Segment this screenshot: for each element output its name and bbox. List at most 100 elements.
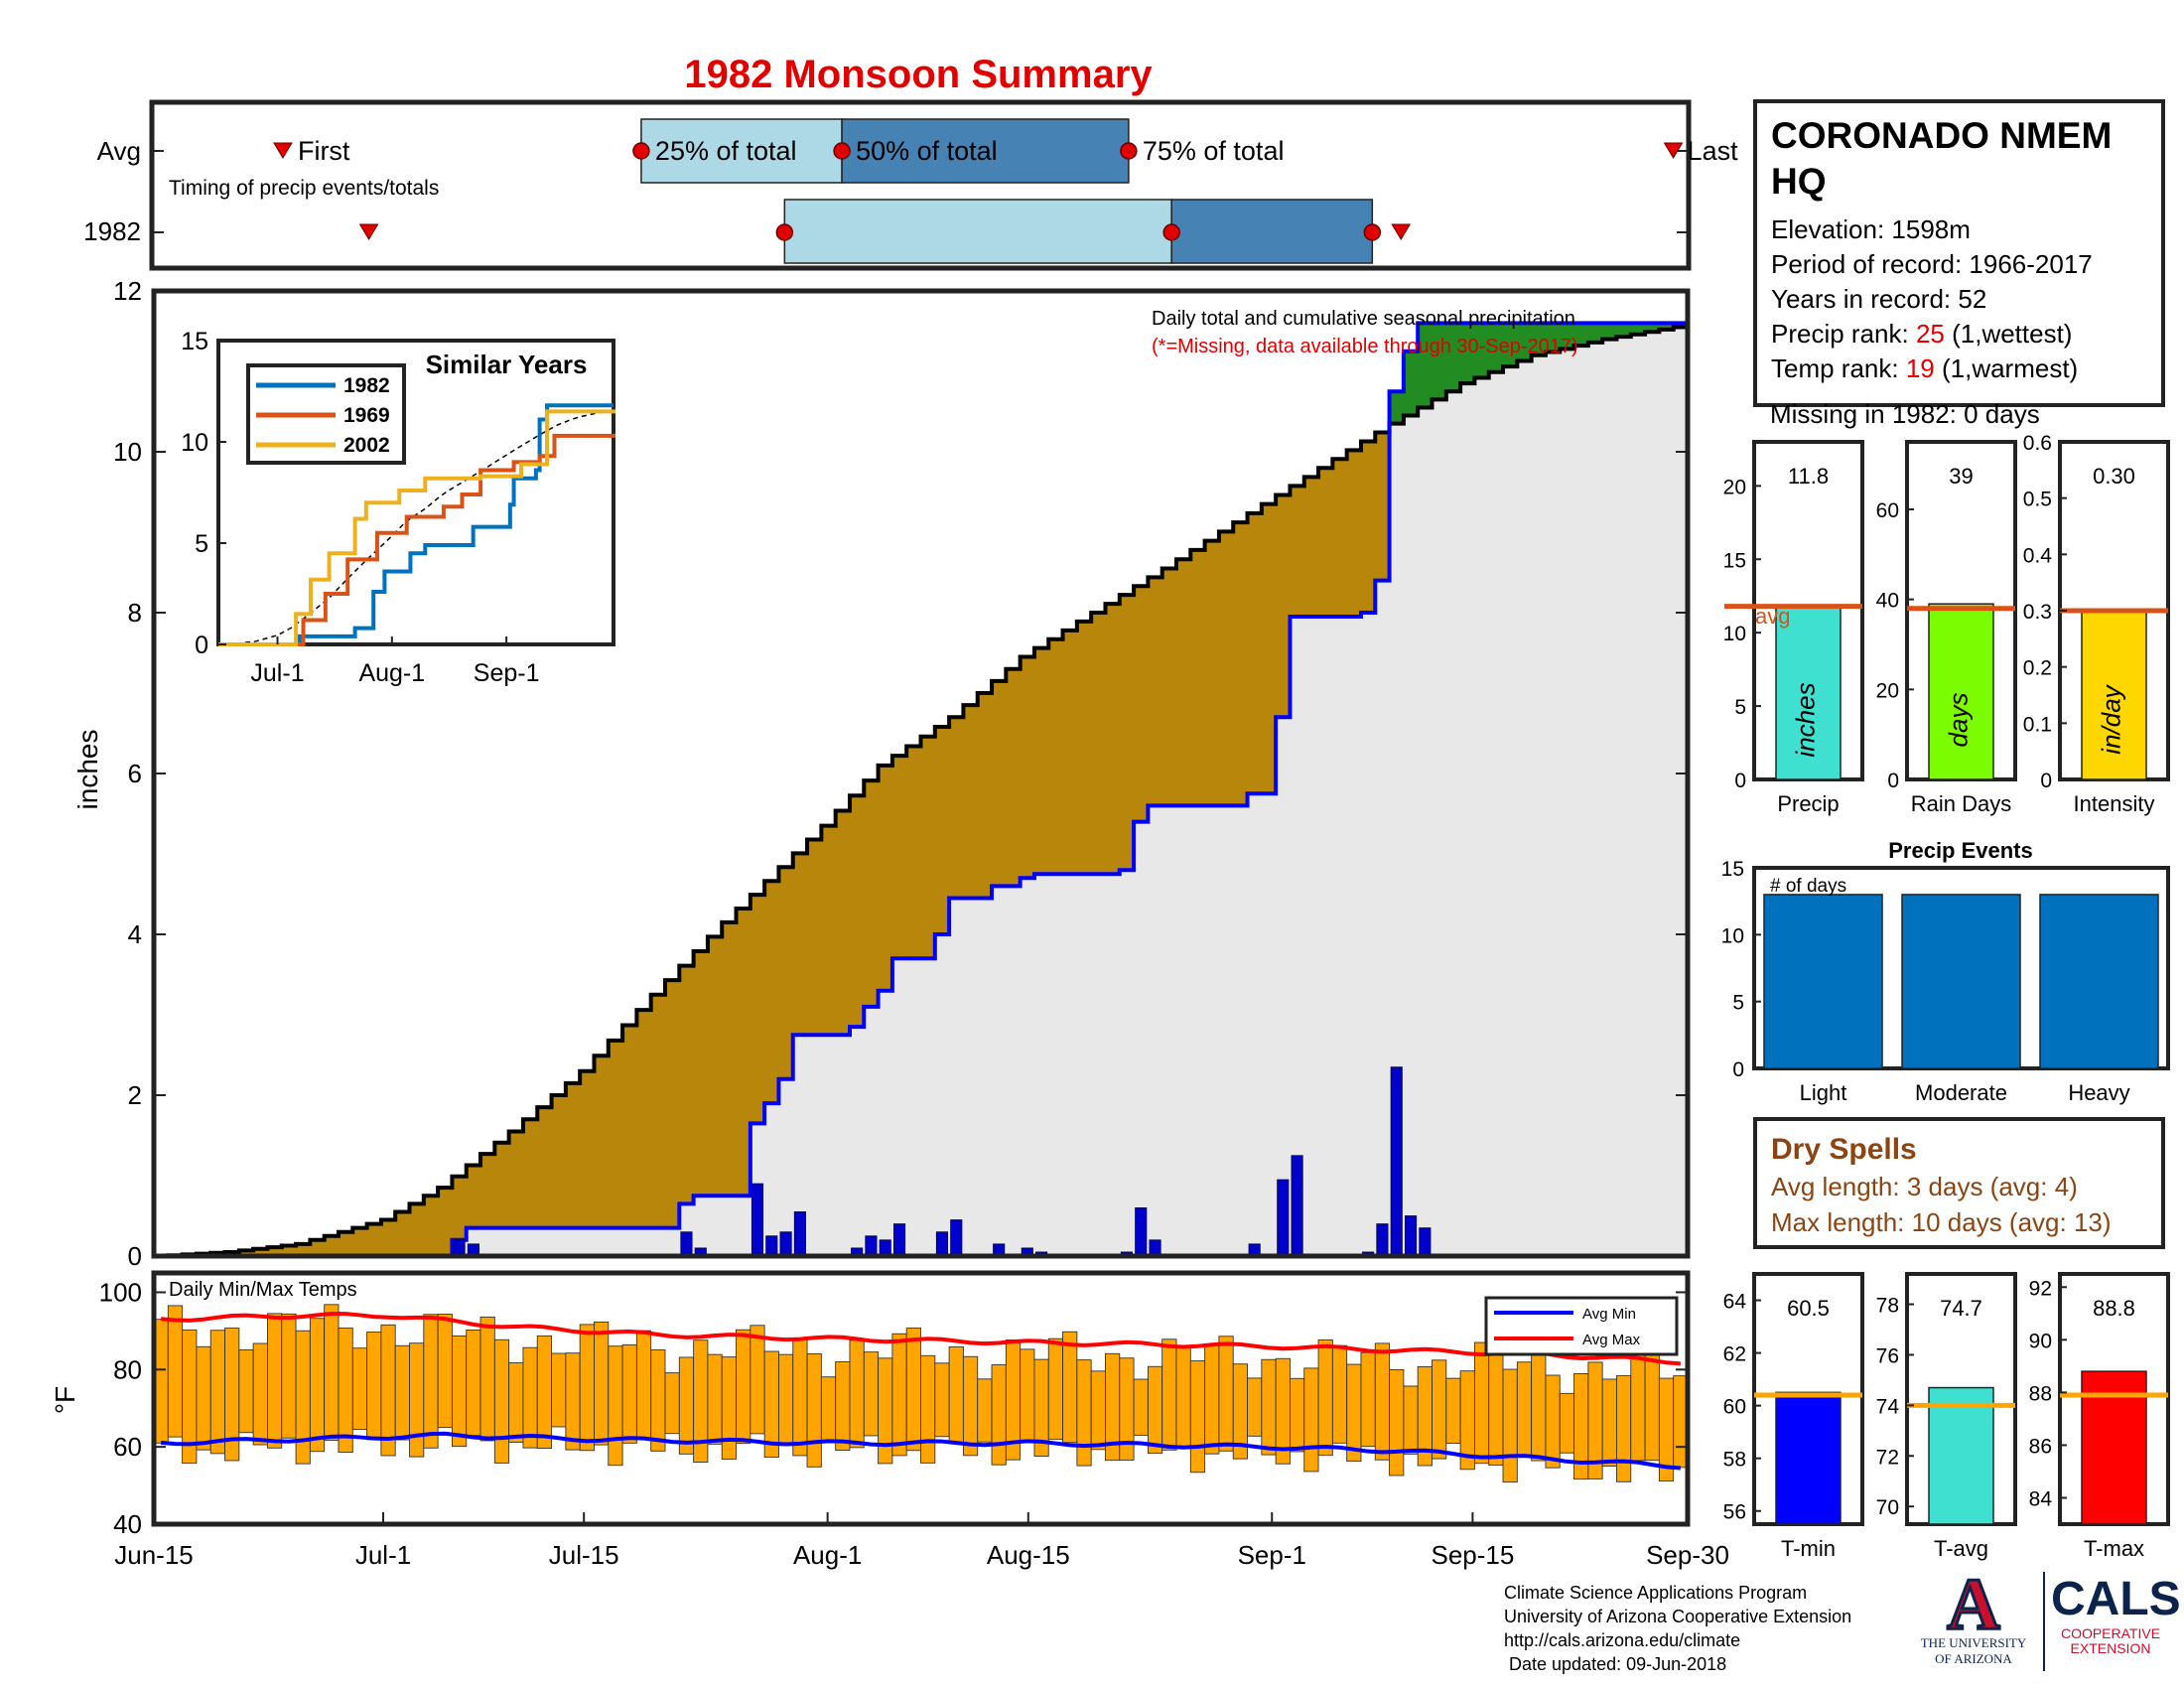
timing-note: Timing of precip events/totals xyxy=(169,177,439,200)
daily-temp-bar xyxy=(1403,1385,1419,1455)
footer: Climate Science Applications Program Uni… xyxy=(1504,1581,1851,1676)
daily-temp-bar xyxy=(479,1316,495,1442)
daily-temp-bar xyxy=(351,1347,368,1431)
dry-spells-max: Max length: 10 days (avg: 13) xyxy=(1771,1207,2112,1237)
temp-1-ytick-label: 74 xyxy=(1876,1395,1900,1418)
deficit-bar xyxy=(622,1025,637,1228)
deficit-bar xyxy=(1091,613,1107,875)
daily-temp-bar xyxy=(650,1348,666,1452)
deficit-bar xyxy=(949,717,965,899)
temp-2-value-label: 88.8 xyxy=(2093,1296,2135,1321)
precip-ytick-label: 0 xyxy=(128,1241,142,1271)
surplus-bar xyxy=(1645,323,1660,333)
deficit-bar xyxy=(522,1119,538,1228)
daily-temp-bar xyxy=(252,1342,268,1446)
summary-2-bar xyxy=(2081,610,2147,780)
deficit-bar xyxy=(1290,486,1305,618)
daily-temp-bar xyxy=(1616,1375,1632,1482)
daily-temp-bar xyxy=(394,1344,410,1441)
precip-ytick-label: 10 xyxy=(113,437,142,467)
deficit-bar xyxy=(253,1248,269,1256)
deficit-bar xyxy=(1204,540,1220,806)
deficit-bar xyxy=(1006,668,1022,887)
avg-p50-marker xyxy=(833,142,851,160)
summary-1-ytick-label: 20 xyxy=(1876,679,1899,702)
station-elevation: Elevation: 1598m xyxy=(1771,214,1971,244)
daily-temp-bar xyxy=(878,1357,893,1465)
deficit-bar xyxy=(494,1142,510,1228)
dry-spells-box: Dry Spells Avg length: 3 days (avg: 4) M… xyxy=(1753,1117,2165,1249)
daily-precip-bar xyxy=(680,1231,693,1257)
temp-rank-note: (1,warmest) xyxy=(1934,353,2079,383)
inset-legend-label: 1982 xyxy=(343,374,390,397)
deficit-bar xyxy=(580,1070,596,1228)
deficit-bar xyxy=(1134,586,1149,822)
surplus-bar xyxy=(1616,323,1632,338)
deficit-bar xyxy=(736,908,751,1196)
deficit-bar xyxy=(338,1231,353,1256)
daily-precip-bar xyxy=(1277,1179,1290,1257)
y1982-late-bar xyxy=(1170,199,1374,264)
temp-0-ytick-label: 60 xyxy=(1723,1396,1746,1419)
daily-temp-bar xyxy=(621,1343,637,1444)
temp-1-ytick-label: 78 xyxy=(1876,1295,1899,1318)
daily-temp-bar xyxy=(594,1321,610,1446)
temps-ylabel: °F xyxy=(50,1386,80,1414)
daily-temp-bar xyxy=(635,1330,652,1440)
deficit-bar xyxy=(238,1250,254,1256)
deficit-bar xyxy=(594,1055,610,1228)
daily-temp-bar xyxy=(608,1345,623,1467)
surplus-bar xyxy=(1389,391,1405,424)
summary-0-ytick-label: 5 xyxy=(1734,696,1746,719)
avg-min-line xyxy=(160,1431,1682,1471)
surplus-bar xyxy=(1560,323,1575,350)
summary-1-ytick-label: 0 xyxy=(1887,770,1899,792)
temp-1-value-label: 74.7 xyxy=(1940,1296,1982,1321)
deficit-bar xyxy=(764,881,780,1104)
deficit-bar xyxy=(267,1247,283,1256)
deficit-bar xyxy=(1318,468,1333,618)
precip-events-title: Precip Events xyxy=(1888,838,2033,863)
daily-temp-bar xyxy=(1317,1338,1333,1457)
temp-0-category-label: T-min xyxy=(1781,1536,1836,1561)
daily-temp-bar xyxy=(820,1376,837,1442)
daily-temp-bar xyxy=(238,1348,254,1434)
summary-1-bar xyxy=(1928,603,1994,780)
daily-temp-bar xyxy=(366,1332,382,1441)
temp-summary-bars: 56 58 60 62 64 60.5 T-min 70 72 74 76 78 74.7 T-avg 84… xyxy=(1723,1272,2170,1561)
precip-note: Daily total and cumulative seasonal prec… xyxy=(1152,308,1575,330)
daily-temp-bar xyxy=(1133,1378,1149,1436)
daily-temp-bar xyxy=(1147,1365,1163,1455)
daily-temp-bar xyxy=(1161,1338,1177,1451)
daily-temp-bar xyxy=(991,1364,1007,1466)
deficit-bar xyxy=(324,1235,340,1256)
precip-ytick-label: 8 xyxy=(128,598,142,628)
daily-precip-bar xyxy=(751,1183,764,1257)
avg-first-marker xyxy=(273,142,293,159)
inset-ytick-label: 15 xyxy=(181,328,208,355)
precip-rank-note: (1,wettest) xyxy=(1944,319,2073,349)
summary-bars: 0 5 10 15 20 11.8 Precip inches 0 20 40 60 39 Rain Da… xyxy=(1723,432,2170,816)
deficit-bar xyxy=(878,765,893,991)
university-of-arizona-logo: A THE UNIVERSITY OF ARIZONA xyxy=(1914,1567,2033,1673)
deficit-bar xyxy=(409,1203,425,1256)
summary-1-value-label: 39 xyxy=(1949,464,1973,489)
daily-precip-bar xyxy=(1390,1066,1403,1257)
daily-temp-bar xyxy=(1047,1337,1064,1440)
daily-temp-bar xyxy=(1644,1351,1660,1462)
surplus-bar xyxy=(1587,323,1603,343)
events-category-label: Heavy xyxy=(2068,1080,2129,1105)
missing-note: (*=Missing, data available through 30-Se… xyxy=(1152,336,1578,357)
temp-1-bar xyxy=(1928,1386,1994,1525)
daily-temp-bar xyxy=(1432,1359,1447,1460)
inset-xtick-label: Aug-1 xyxy=(358,659,425,687)
daily-temp-bar xyxy=(1360,1351,1376,1448)
deficit-bar xyxy=(1062,630,1078,875)
deficit-bar xyxy=(508,1131,524,1228)
precip-rank-line: Precip rank: 25 (1,wettest) xyxy=(1771,317,2147,352)
legend-avg-max-label: Avg Max xyxy=(1582,1332,1641,1348)
deficit-bar xyxy=(423,1196,439,1256)
deficit-bar xyxy=(551,1095,567,1228)
temp-1-ytick-label: 76 xyxy=(1876,1344,1899,1367)
